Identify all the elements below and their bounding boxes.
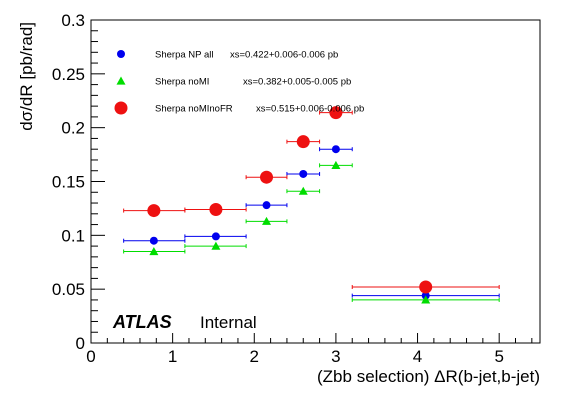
data-point — [147, 204, 161, 218]
legend-marker — [117, 50, 125, 58]
legend-series-name: Sherpa noMI — [155, 77, 209, 88]
y-tick-label: 0.3 — [61, 11, 85, 30]
data-point — [149, 246, 159, 256]
legend-series-name: Sherpa noMInoFR — [155, 104, 233, 115]
data-point — [329, 106, 343, 120]
y-tick-label: 0.1 — [61, 226, 85, 245]
atlas-label: ATLAS — [112, 312, 172, 332]
series-2 — [123, 160, 500, 304]
y-tick-label: 0.15 — [52, 173, 85, 192]
series-3 — [123, 106, 500, 294]
x-axis-title: (Zbb selection) ΔR(b-jet,b-jet) — [317, 367, 540, 386]
legend-cross-section: xs=0.515+0.006-0.006 pb — [256, 104, 364, 115]
y-tick-label: 0.2 — [61, 119, 85, 138]
x-tick-label: 1 — [168, 347, 177, 366]
data-point — [211, 241, 221, 250]
y-tick-label: 0.05 — [52, 280, 85, 299]
x-tick-label: 3 — [331, 347, 340, 366]
y-tick-label: 0 — [76, 334, 85, 353]
legend: Sherpa NP all xs=0.422+0.006-0.006 pb Sher… — [114, 50, 364, 115]
x-tick-label: 2 — [250, 347, 259, 366]
data-point — [298, 186, 308, 195]
x-tick-label: 4 — [413, 347, 422, 366]
legend-marker — [116, 76, 126, 85]
plot-frame — [90, 19, 541, 344]
legend-cross-section: xs=0.422+0.006-0.006 pb — [230, 50, 338, 61]
data-point — [299, 169, 308, 178]
data-point — [331, 145, 340, 154]
internal-label: Internal — [200, 313, 257, 332]
data-point — [419, 280, 433, 294]
data-point — [211, 232, 220, 241]
legend-series-name: Sherpa NP all — [155, 50, 213, 61]
data-point — [331, 160, 341, 169]
data-point — [209, 202, 223, 216]
x-tick-label: 0 — [86, 347, 95, 366]
legend-cross-section: xs=0.382+0.005-0.005 pb — [243, 77, 351, 88]
data-point — [262, 216, 272, 225]
data-point — [421, 295, 431, 304]
x-tick-label: 5 — [494, 347, 503, 366]
plot-frame-group: 0 0.05 0.1 0.15 0.2 0.25 0.3 0 1 2 3 4 5 — [52, 11, 541, 366]
series-1 — [123, 145, 500, 300]
data-point — [149, 236, 158, 245]
y-tick-label: 0.25 — [52, 65, 85, 84]
data-point — [296, 135, 310, 149]
data-points-group — [123, 106, 500, 304]
y-axis-title: dσ/dR [pb/rad] — [17, 22, 36, 131]
legend-marker — [114, 101, 128, 115]
data-point — [262, 201, 271, 210]
data-point — [260, 170, 274, 184]
